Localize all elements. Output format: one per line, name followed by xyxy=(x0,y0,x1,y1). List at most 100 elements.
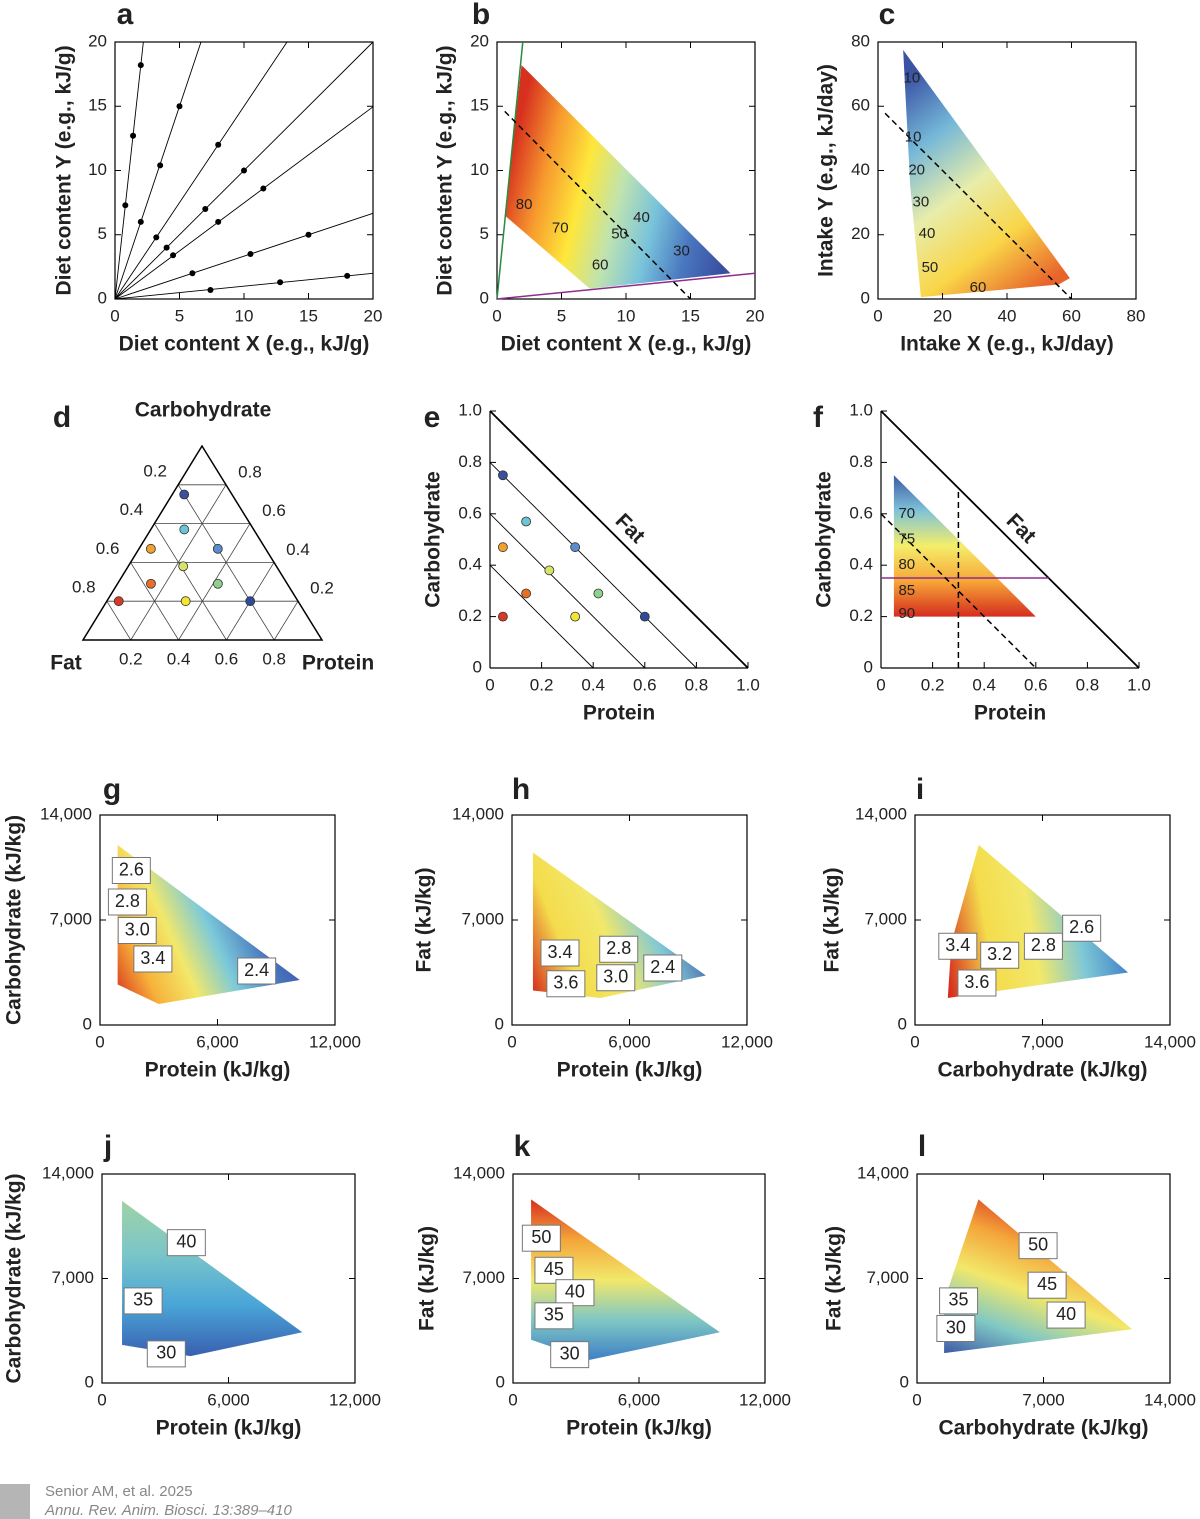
x-tick-label: 0 xyxy=(110,306,119,325)
y-axis-label: Fat (kJ/kg) xyxy=(823,1226,846,1331)
y-tick-label: 0.6 xyxy=(458,503,482,522)
grid-line xyxy=(154,523,227,641)
panel-letter: j xyxy=(103,1130,112,1163)
y-tick-label: 14,000 xyxy=(855,804,907,823)
ray xyxy=(114,41,144,300)
x-tick-label: 0 xyxy=(508,1390,517,1409)
x-axis-label: Protein (kJ/kg) xyxy=(145,1059,291,1082)
contour-label-box xyxy=(1023,932,1063,960)
y-tick-label: 15 xyxy=(470,96,489,115)
contour-label: 70 xyxy=(552,219,569,236)
point xyxy=(497,470,508,481)
point xyxy=(521,516,532,527)
contour-label: 3.4 xyxy=(547,942,572,962)
x-axis-label: Protein xyxy=(974,702,1046,725)
point xyxy=(212,578,223,589)
point xyxy=(260,185,267,192)
x-tick-label: 0 xyxy=(485,675,494,694)
y-tick-label: 5 xyxy=(98,224,107,243)
panel-letter: l xyxy=(918,1130,926,1163)
x-tick-label: 20 xyxy=(746,306,765,325)
corner-label: Fat xyxy=(50,652,82,675)
edge-label: Fat xyxy=(1002,509,1041,548)
contour-label: 10 xyxy=(904,70,921,87)
point xyxy=(344,272,351,279)
y-tick-label: 0 xyxy=(898,1014,907,1033)
y-tick-label: 0 xyxy=(495,1014,504,1033)
x-tick-label: 14,000 xyxy=(1144,1032,1196,1051)
contour-label: 60 xyxy=(970,279,987,296)
contour-label: 2.8 xyxy=(115,891,140,911)
panel-letter: c xyxy=(879,0,896,31)
y-tick-label: 7,000 xyxy=(866,1268,909,1287)
contour-label: 50 xyxy=(922,259,939,276)
panel-letter: e xyxy=(424,401,441,434)
citation: Senior AM, et al. 2025 xyxy=(45,1483,193,1500)
x-tick-label: 14,000 xyxy=(1144,1390,1196,1409)
ray xyxy=(114,41,288,300)
iso-line xyxy=(489,513,646,669)
contour-label: 30 xyxy=(673,242,690,259)
corner-label: Carbohydrate xyxy=(135,399,272,422)
point xyxy=(179,489,190,500)
y-axis-label: Fat (kJ/kg) xyxy=(413,867,436,972)
y-tick-label: 0.2 xyxy=(849,606,873,625)
point xyxy=(163,244,170,251)
y-axis-label: Carbohydrate (kJ/kg) xyxy=(3,1173,26,1383)
y-tick-label: 0.4 xyxy=(458,555,482,574)
x-tick-label: 7,000 xyxy=(1021,1032,1064,1051)
x-tick-label: 6,000 xyxy=(608,1032,651,1051)
contour-label: 30 xyxy=(946,1317,966,1337)
y-tick-label: 0 xyxy=(85,1372,94,1391)
contour-label-box xyxy=(596,964,636,992)
contour-label: 40 xyxy=(633,209,650,226)
x-tick-label: 0 xyxy=(910,1032,919,1051)
x-tick-label: 0.2 xyxy=(530,675,554,694)
x-tick-label: 0.6 xyxy=(1024,675,1048,694)
point xyxy=(521,588,532,599)
y-tick-label: 10 xyxy=(88,160,107,179)
contour-label: 2.6 xyxy=(119,859,144,879)
x-tick-label: 5 xyxy=(175,306,184,325)
y-tick-label: 14,000 xyxy=(40,804,92,823)
y-tick-label: 0 xyxy=(98,288,107,307)
ray xyxy=(114,212,374,300)
point xyxy=(137,62,144,69)
x-tick-label: 6,000 xyxy=(618,1390,661,1409)
x-tick-label: 80 xyxy=(1127,306,1146,325)
contour-label: 35 xyxy=(949,1290,969,1310)
y-tick-label: 20 xyxy=(88,31,107,50)
y-tick-label: 0 xyxy=(861,288,870,307)
y-tick-label: 0.6 xyxy=(849,503,873,522)
tick-label: 0.8 xyxy=(262,649,286,668)
contour-label-box xyxy=(107,888,147,916)
point xyxy=(215,141,222,148)
contour-label-box xyxy=(550,1341,590,1369)
hypotenuse xyxy=(489,410,749,669)
contour-label-box xyxy=(936,1315,976,1343)
panel-letter: b xyxy=(472,0,490,31)
x-tick-label: 1.0 xyxy=(736,675,760,694)
x-axis-label: Intake X (e.g., kJ/day) xyxy=(900,333,1114,356)
contour-label-box xyxy=(117,917,157,944)
publisher-logo xyxy=(0,1484,30,1519)
y-tick-label: 20 xyxy=(851,224,870,243)
response-surface xyxy=(903,50,1070,298)
x-tick-label: 0.2 xyxy=(921,675,945,694)
ray xyxy=(114,106,374,300)
y-axis-label: Carbohydrate (kJ/kg) xyxy=(3,815,26,1025)
point xyxy=(170,252,177,259)
journal: Annu. Rev. Anim. Biosci. 13:389–410 xyxy=(44,1502,292,1519)
y-tick-label: 14,000 xyxy=(453,1163,505,1182)
x-tick-label: 15 xyxy=(299,306,318,325)
contour-label: 60 xyxy=(592,257,609,274)
corner-label: Protein xyxy=(302,652,374,675)
contour-label-box xyxy=(1027,1271,1067,1299)
contour-label: 3.6 xyxy=(553,973,578,993)
x-axis-label: Diet content X (e.g., kJ/g) xyxy=(501,333,752,356)
contour-label-box xyxy=(146,1340,186,1368)
y-tick-label: 7,000 xyxy=(864,909,907,928)
contour-label: 40 xyxy=(1056,1304,1076,1324)
x-tick-label: 0.6 xyxy=(633,675,657,694)
contour-label: 35 xyxy=(133,1290,153,1310)
